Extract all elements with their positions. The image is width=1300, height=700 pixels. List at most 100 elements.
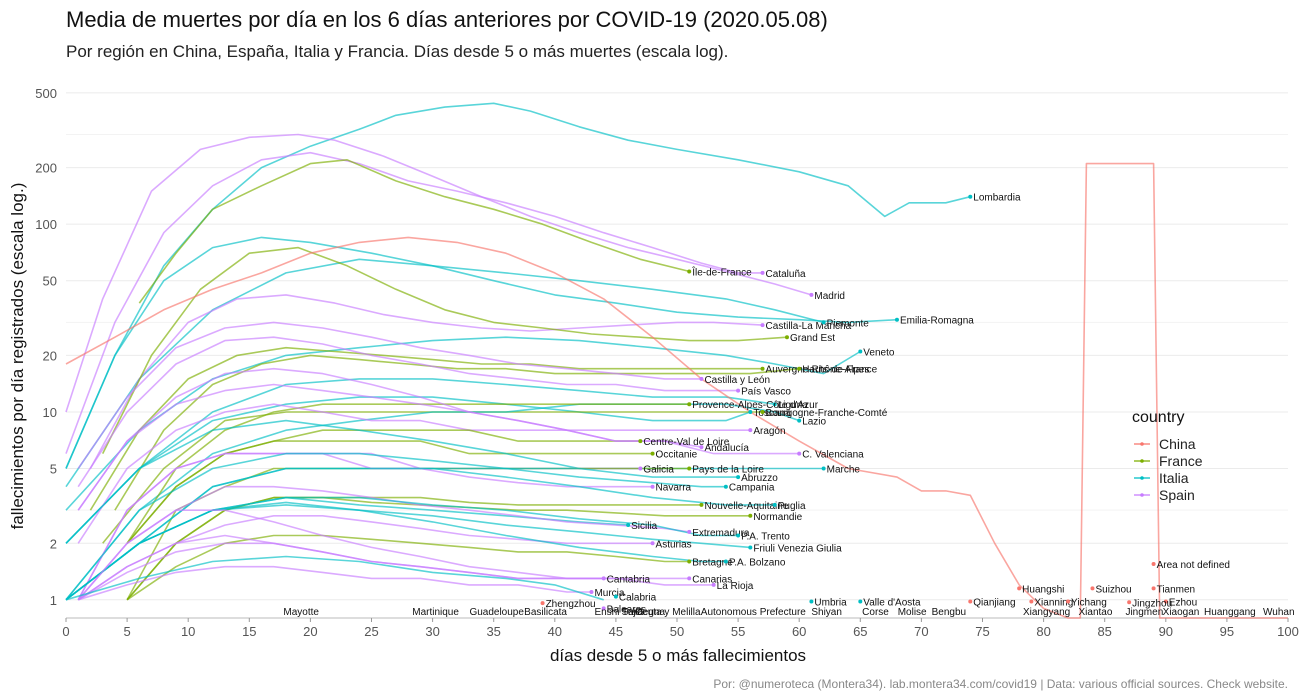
series-label-34: P.A. Trento xyxy=(741,531,790,542)
x-tick-label-5: 25 xyxy=(364,624,378,639)
series-label-56: Baleares xyxy=(607,604,646,615)
series-line-5 xyxy=(65,258,824,488)
x-tick-label-1: 5 xyxy=(123,624,130,639)
series-line-12 xyxy=(77,336,739,488)
label-point-14 xyxy=(687,402,692,407)
series-label-19: Centre-Val de Loire xyxy=(643,437,729,448)
series-label-53: Ezhou xyxy=(1169,597,1197,608)
x-tick-label-2: 10 xyxy=(181,624,195,639)
legend-label-2: Italia xyxy=(1159,470,1189,486)
label-point-6 xyxy=(821,320,826,325)
series-label-2: Cataluña xyxy=(766,269,806,280)
legend-label-3: Spain xyxy=(1159,487,1195,503)
label-point-27 xyxy=(650,484,655,489)
series-label-67: Molise xyxy=(898,607,927,618)
series-line-44 xyxy=(65,162,1288,619)
series-line-22 xyxy=(126,440,653,544)
label-point-18 xyxy=(748,428,753,433)
y-tick-label-0: 1 xyxy=(50,593,57,608)
x-tick-label-12: 60 xyxy=(792,624,806,639)
series-labels: Lombardia Île-de-France Cataluña Madrid Emil… xyxy=(283,193,1294,618)
label-point-3 xyxy=(809,292,814,297)
x-tick-label-7: 35 xyxy=(486,624,500,639)
series-label-12: País Vasco xyxy=(741,387,791,398)
series-line-23 xyxy=(65,419,824,544)
series-label-38: P.A. Bolzano xyxy=(729,557,786,568)
series-label-46: Murcia xyxy=(594,588,624,599)
y-axis-title: fallecimientos por día registrados (esca… xyxy=(8,183,27,530)
series-line-21 xyxy=(77,383,800,511)
series-label-28: Campania xyxy=(729,483,775,494)
series-line-30 xyxy=(65,467,775,601)
series-label-60: Basilicata xyxy=(524,607,567,618)
label-point-44 xyxy=(1090,586,1095,591)
series-label-7: Grand Est xyxy=(790,333,835,344)
label-point-45 xyxy=(1151,586,1156,591)
chart-title: Media de muertes por día en los 6 días a… xyxy=(66,7,828,32)
label-point-49 xyxy=(858,599,863,604)
series-label-25: Pays de la Loire xyxy=(692,465,764,476)
label-point-32 xyxy=(626,523,631,528)
series-label-52: Yichang xyxy=(1071,597,1107,608)
label-point-53 xyxy=(1163,599,1168,604)
series-label-14: Provence-Alpes-Côte d'Azur xyxy=(692,400,819,411)
x-tick-label-13: 65 xyxy=(853,624,867,639)
series-label-69: Xiangyang xyxy=(1023,607,1070,618)
series-label-74: Wuhan xyxy=(1263,607,1295,618)
x-tick-label-16: 80 xyxy=(1036,624,1050,639)
series-line-6 xyxy=(89,294,763,469)
label-point-10 xyxy=(797,366,802,371)
y-tick-label-4: 20 xyxy=(43,348,57,363)
label-point-20 xyxy=(699,445,704,450)
label-point-23 xyxy=(821,466,826,471)
series-label-37: Bretagne xyxy=(692,557,733,568)
series-line-42 xyxy=(77,565,592,601)
series-label-13: Liguria xyxy=(778,400,808,411)
series-lines xyxy=(65,102,1288,619)
label-point-11 xyxy=(699,376,704,381)
label-point-26 xyxy=(736,475,741,480)
series-label-11: Castilla y León xyxy=(704,375,770,386)
series-label-3: Madrid xyxy=(814,291,845,302)
label-point-21 xyxy=(797,451,802,456)
series-line-3 xyxy=(138,159,690,304)
label-point-24 xyxy=(638,466,643,471)
series-label-68: Bengbu xyxy=(932,607,966,618)
label-point-33 xyxy=(687,529,692,534)
series-line-18 xyxy=(77,403,751,544)
x-tick-label-20: 100 xyxy=(1277,624,1299,639)
label-point-39 xyxy=(1151,562,1156,567)
series-line-14 xyxy=(65,396,751,544)
series-label-4: Emilia-Romagna xyxy=(900,316,974,327)
series-label-32: Sicilia xyxy=(631,521,658,532)
label-point-15 xyxy=(748,409,753,414)
series-label-21: C. Valenciana xyxy=(802,450,864,461)
series-label-48: Umbria xyxy=(814,597,847,608)
series-label-65: Shiyan xyxy=(811,607,842,618)
label-point-31 xyxy=(748,513,753,518)
label-point-17 xyxy=(797,418,802,423)
series-label-16: Bourgogne-Franche-Comté xyxy=(766,408,888,419)
x-tick-label-17: 85 xyxy=(1097,624,1111,639)
y-axis-ticks: 1 2 5 10 20 50 100 200 500 xyxy=(35,86,57,608)
chart-caption: Por: @numeroteca (Montera34). lab.monter… xyxy=(713,677,1288,691)
series-label-22: Occitanie xyxy=(656,450,698,461)
series-line-28 xyxy=(65,452,726,601)
series-label-58: Martinique xyxy=(412,607,459,618)
label-point-43 xyxy=(1017,586,1022,591)
series-label-20: Andalucía xyxy=(704,443,749,454)
legend-swatch-dot-1 xyxy=(1140,459,1144,463)
x-tick-label-18: 90 xyxy=(1159,624,1173,639)
label-point-25 xyxy=(687,466,692,471)
label-point-4 xyxy=(894,317,899,322)
series-label-27: Navarra xyxy=(656,483,692,494)
series-line-13 xyxy=(65,378,775,544)
label-point-16 xyxy=(760,409,765,414)
chart-subtitle: Por región en China, España, Italia y Fr… xyxy=(66,42,728,61)
series-label-44: Suizhou xyxy=(1095,584,1131,595)
series-label-72: Xiaogan xyxy=(1163,607,1200,618)
label-point-19 xyxy=(638,439,643,444)
series-label-50: Qianjiang xyxy=(973,597,1015,608)
